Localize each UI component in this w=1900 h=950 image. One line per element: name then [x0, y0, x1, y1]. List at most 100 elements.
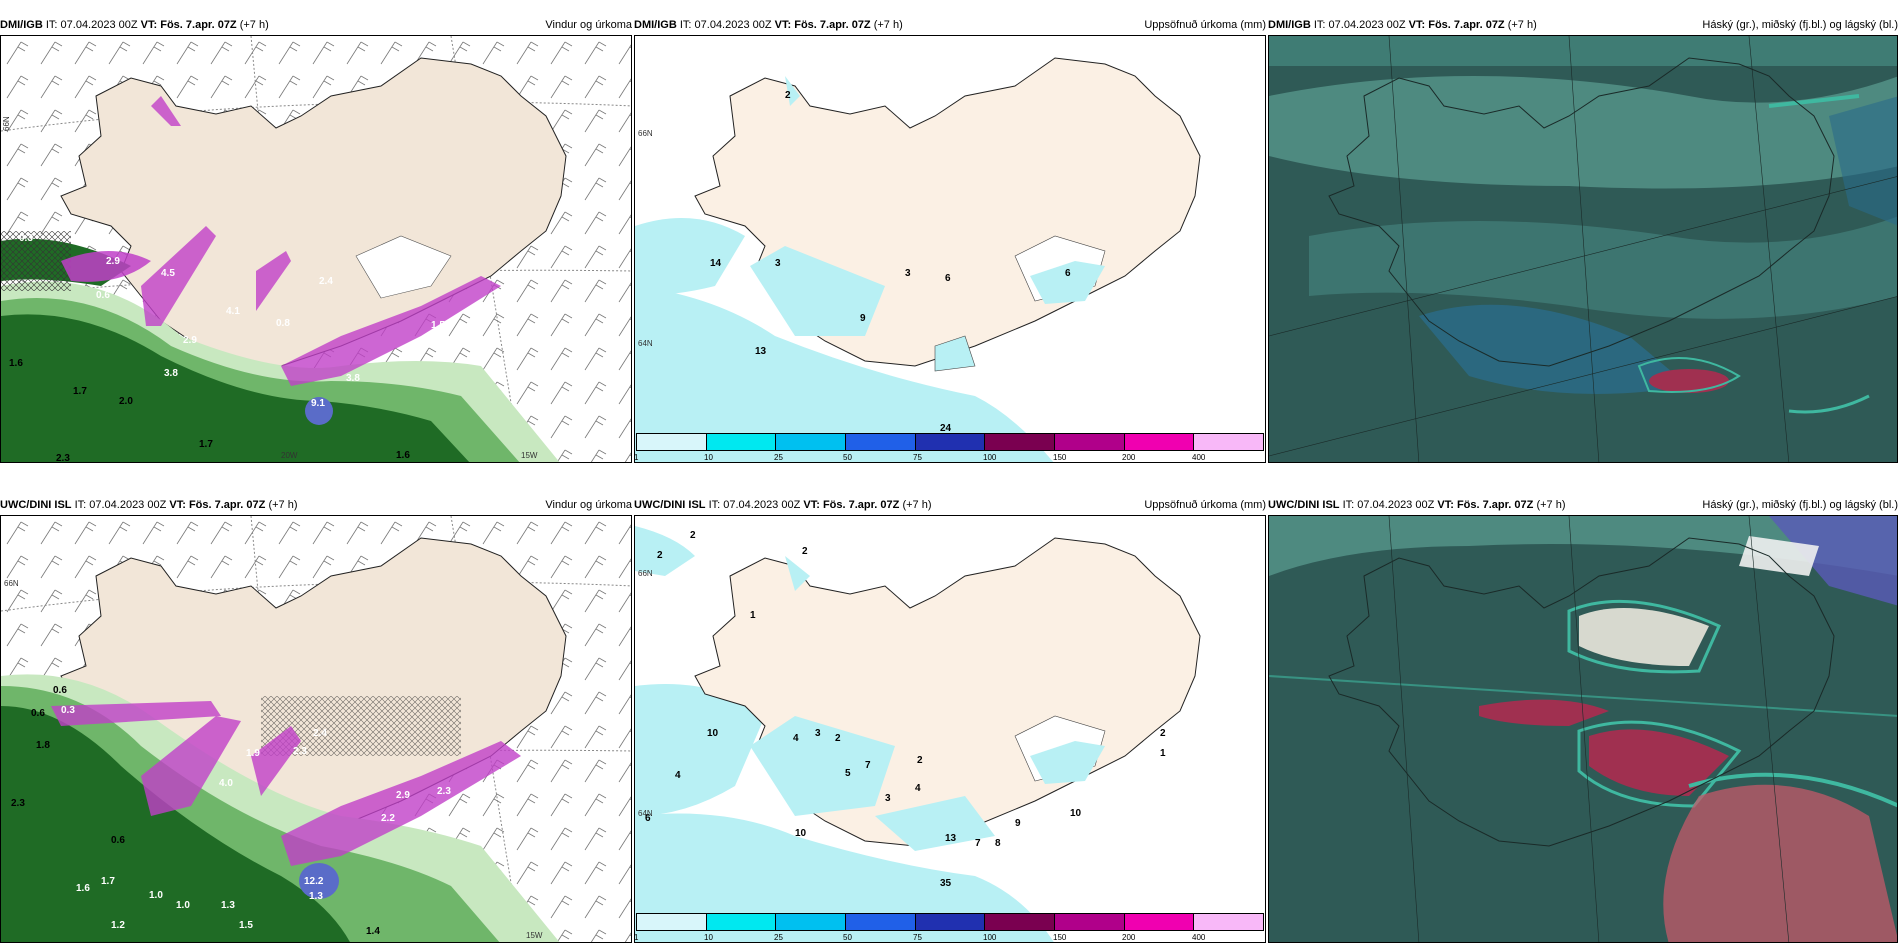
colorbar-bin: [706, 914, 777, 930]
accum-label: 2: [690, 530, 696, 541]
panel-field-label: Uppsöfnuð úrkoma (mm): [1144, 499, 1266, 511]
panel-field-label: Vindur og úrkoma: [545, 499, 632, 511]
panel-title: DMI/IGB IT: 07.04.2023 00Z VT: Fös. 7.ap…: [634, 19, 903, 31]
colorbar-ticks: 1 10 25 50 75 100 150 200 400: [634, 933, 1206, 942]
colorbar-bin: [776, 914, 847, 930]
colorbar-bin: [637, 914, 707, 930]
precip-label: 2.3: [293, 746, 307, 757]
precip-label: 3.8: [346, 373, 360, 384]
panel-title: DMI/IGB IT: 07.04.2023 00Z VT: Fös. 7.ap…: [0, 19, 269, 31]
precip-label: 1.7: [199, 439, 213, 450]
precip-label: 1.5: [239, 920, 253, 931]
precip-label: 1.4: [366, 926, 380, 937]
precip-label: 1.0: [176, 900, 190, 911]
precip-label: 1.8: [36, 740, 50, 751]
precip-label: 2.4: [313, 728, 327, 739]
precip-label: 2.3: [56, 453, 70, 463]
map-svg: [1269, 36, 1897, 462]
accum-label: 6: [1065, 268, 1071, 279]
precip-label: 1.5: [431, 320, 445, 331]
accum-label: 8: [995, 838, 1001, 849]
accum-label: 6: [945, 273, 951, 284]
map-cloud-cover[interactable]: [1268, 35, 1898, 463]
panel-field-label: Vindur og úrkoma: [545, 19, 632, 31]
accum-label: 10: [795, 828, 807, 839]
map-svg: [1269, 516, 1897, 942]
panel-dmi-cloud: DMI/IGB IT: 07.04.2023 00Z VT: Fös. 7.ap…: [1268, 13, 1900, 465]
colorbar-ticks: 1 10 25 50 75 100 150 200 400: [634, 453, 1206, 462]
precip-label: 0.6: [96, 290, 110, 301]
panel-dmi-wind: DMI/IGB IT: 07.04.2023 00Z VT: Fös. 7.ap…: [0, 13, 634, 465]
iceland-landmass: [60, 57, 567, 367]
precip-label: 2.3: [11, 798, 25, 809]
colorbar-bin: [776, 434, 847, 450]
lat-label: 64N: [638, 809, 653, 818]
colorbar-bin: [637, 434, 707, 450]
panel-title: UWC/DINI ISL IT: 07.04.2023 00Z VT: Fös.…: [1268, 499, 1566, 511]
precip-label: 1.7: [73, 386, 87, 397]
lat-label: 66N: [638, 129, 653, 138]
accum-label: 24: [940, 423, 952, 434]
lat-label: 66N: [4, 579, 19, 588]
map-wind-precip[interactable]: 0.6 0.3 0.6 1.8 2.3 2.4 2.3 4.0 1.9 2.2 …: [0, 515, 632, 943]
panel-dmi-accum: DMI/IGB IT: 07.04.2023 00Z VT: Fös. 7.ap…: [634, 13, 1268, 465]
accum-label: 3: [815, 728, 821, 739]
accum-label: 4: [793, 733, 799, 744]
precip-label: 2.2: [381, 813, 395, 824]
colorbar-bin: [985, 434, 1056, 450]
precip-label: 1.6: [76, 883, 90, 894]
colorbar: [636, 913, 1264, 931]
colorbar-bin: [846, 914, 916, 930]
colorbar-bin: [915, 914, 986, 930]
precip-label: 1.9: [246, 748, 260, 759]
panel-field-label: Uppsöfnuð úrkoma (mm): [1144, 19, 1266, 31]
accum-label: 2: [785, 90, 791, 101]
colorbar-bin: [915, 434, 986, 450]
panel-uwc-cloud: UWC/DINI ISL IT: 07.04.2023 00Z VT: Fös.…: [1268, 493, 1900, 945]
map-accum-precip[interactable]: 3 14 3 6 6 9 13 24 2 66N 64N: [634, 35, 1266, 463]
accum-label: 4: [675, 770, 681, 781]
map-svg: 0.3 2.9 4.5 0.6 2.4 4.1 0.8 2.9 3.8 1.6 …: [1, 36, 631, 463]
map-accum-precip[interactable]: 2 2 2 1 10 4 4 3 2 6 10 5 7 2 4 3 9 10 1…: [634, 515, 1266, 943]
accum-label: 10: [707, 728, 719, 739]
accum-label: 5: [845, 768, 851, 779]
colorbar-bin: [1124, 434, 1195, 450]
precip-label: 1.3: [221, 900, 235, 911]
accum-label: 14: [710, 258, 722, 269]
colorbar: [636, 433, 1264, 451]
accum-label: 4: [915, 783, 921, 794]
precip-label: 4.5: [161, 268, 175, 279]
precip-label: 4.0: [219, 778, 233, 789]
panel-title: UWC/DINI ISL IT: 07.04.2023 00Z VT: Fös.…: [0, 499, 298, 511]
accum-label: 6: [645, 813, 651, 824]
precip-label: 2.3: [437, 786, 451, 797]
precip-label: 0.6: [111, 835, 125, 846]
panel-uwc-accum: UWC/DINI ISL IT: 07.04.2023 00Z VT: Fös.…: [634, 493, 1268, 945]
accum-label: 1: [750, 610, 756, 621]
colorbar-bin: [985, 914, 1056, 930]
precip-label: 2.9: [396, 790, 410, 801]
colorbar-bin: [1194, 434, 1264, 450]
accum-label: 3: [885, 793, 891, 804]
accum-label: 9: [1015, 818, 1021, 829]
lat-label: 66N: [638, 569, 653, 578]
accum-label: 7: [865, 760, 871, 771]
lon-label: 15W: [521, 451, 538, 460]
map-cloud-cover[interactable]: [1268, 515, 1898, 943]
precip-label: 1.3: [309, 891, 323, 902]
precip-label: 2.0: [119, 396, 133, 407]
map-wind-precip[interactable]: 0.3 2.9 4.5 0.6 2.4 4.1 0.8 2.9 3.8 1.6 …: [0, 35, 632, 463]
accum-label: 13: [755, 346, 767, 357]
precip-label: 9.1: [311, 398, 325, 409]
lat-label: 64N: [638, 339, 653, 348]
lon-label: 15W: [526, 931, 543, 940]
precip-label: 0.8: [276, 318, 290, 329]
map-svg: 0.6 0.3 0.6 1.8 2.3 2.4 2.3 4.0 1.9 2.2 …: [1, 516, 631, 942]
lon-label: 20W: [281, 451, 298, 460]
colorbar-bin: [846, 434, 916, 450]
precip-label: 0.6: [53, 685, 67, 696]
accum-label: 2: [1160, 728, 1166, 739]
precip-label: 0.3: [19, 233, 33, 244]
panel-field-label: Háský (gr.), miðský (fj.bl.) og lágský (…: [1702, 499, 1898, 511]
accum-label: 1: [1160, 748, 1166, 759]
